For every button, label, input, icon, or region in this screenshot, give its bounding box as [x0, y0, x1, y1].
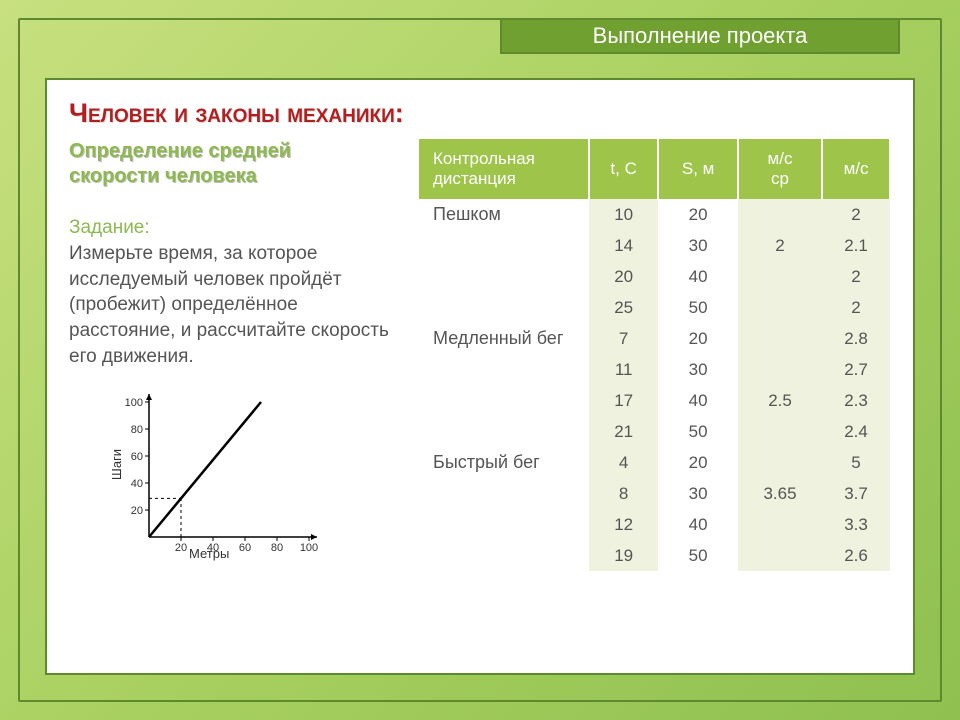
group-label: Медленный бег: [419, 323, 589, 447]
table-header: м/с: [822, 139, 890, 199]
table-row: Медленный бег7202.8: [419, 323, 890, 354]
cell: [738, 447, 822, 478]
line-chart: Шаги Метры 2040608010020406080100: [109, 387, 329, 557]
cell: 14: [589, 230, 658, 261]
cell: 10: [589, 199, 658, 230]
cell: [738, 354, 822, 385]
cell: 2.7: [822, 354, 890, 385]
svg-text:100: 100: [125, 397, 143, 409]
cell: 50: [658, 292, 738, 323]
subtitle-line1: Определение средней: [69, 140, 291, 162]
chart-y-label: Шаги: [109, 449, 124, 480]
svg-text:40: 40: [131, 478, 143, 490]
cell: [738, 416, 822, 447]
cell: 3.65: [738, 478, 822, 509]
chart-svg: 2040608010020406080100: [109, 387, 329, 557]
cell: [738, 509, 822, 540]
cell: [738, 292, 822, 323]
left-column: Определение средней скорости человека За…: [69, 139, 399, 571]
cell: 20: [658, 447, 738, 478]
chart-x-label: Метры: [189, 546, 229, 561]
cell: 2.6: [822, 540, 890, 571]
cell: 2.8: [822, 323, 890, 354]
cell: 25: [589, 292, 658, 323]
group-label: Быстрый бег: [419, 447, 589, 571]
cell: 40: [658, 385, 738, 416]
table-header: м/сср: [738, 139, 822, 199]
cell: 30: [658, 354, 738, 385]
cell: 30: [658, 478, 738, 509]
cell: 17: [589, 385, 658, 416]
cell: 2: [738, 230, 822, 261]
cell: 50: [658, 540, 738, 571]
content-panel: Человек и законы механики: Определение с…: [45, 78, 915, 675]
table-header: Контрольная дистанция: [419, 139, 589, 199]
subtitle-line2: скорости человека: [69, 165, 257, 187]
cell: [738, 540, 822, 571]
cell: 2.4: [822, 416, 890, 447]
cell: [738, 261, 822, 292]
cell: 30: [658, 230, 738, 261]
group-label: Пешком: [419, 199, 589, 323]
cell: 50: [658, 416, 738, 447]
page-title: Человек и законы механики:: [69, 98, 891, 129]
task-body: Измерьте время, за которое исследуемый ч…: [69, 241, 399, 369]
cell: 2.5: [738, 385, 822, 416]
table-row: Быстрый бег4205: [419, 447, 890, 478]
data-table: Контрольная дистанцияt, CS, мм/ссрм/с Пе…: [419, 139, 891, 571]
subtitle: Определение средней скорости человека: [69, 139, 399, 189]
cell: 20: [589, 261, 658, 292]
right-column: Контрольная дистанцияt, CS, мм/ссрм/с Пе…: [419, 139, 891, 571]
cell: 2: [822, 292, 890, 323]
cell: 2: [822, 199, 890, 230]
cell: 7: [589, 323, 658, 354]
cell: 11: [589, 354, 658, 385]
svg-text:80: 80: [131, 424, 143, 436]
table-row: Пешком10202: [419, 199, 890, 230]
cell: 2.3: [822, 385, 890, 416]
cell: 8: [589, 478, 658, 509]
cell: 3.3: [822, 509, 890, 540]
svg-text:100: 100: [300, 542, 318, 554]
header-ribbon: Выполнение проекта: [500, 18, 900, 54]
cell: 20: [658, 199, 738, 230]
cell: 20: [658, 323, 738, 354]
task-label: Задание:: [69, 217, 399, 239]
cell: 40: [658, 261, 738, 292]
cell: [738, 199, 822, 230]
ribbon-text: Выполнение проекта: [593, 23, 808, 49]
cell: [738, 323, 822, 354]
svg-text:60: 60: [131, 451, 143, 463]
cell: 12: [589, 509, 658, 540]
table-header: S, м: [658, 139, 738, 199]
cell: 21: [589, 416, 658, 447]
cell: 40: [658, 509, 738, 540]
cell: 5: [822, 447, 890, 478]
cell: 3.7: [822, 478, 890, 509]
cell: 4: [589, 447, 658, 478]
svg-text:60: 60: [239, 542, 251, 554]
svg-text:20: 20: [175, 542, 187, 554]
cell: 2.1: [822, 230, 890, 261]
table-header: t, C: [589, 139, 658, 199]
svg-text:80: 80: [271, 542, 283, 554]
svg-text:20: 20: [131, 505, 143, 517]
cell: 19: [589, 540, 658, 571]
cell: 2: [822, 261, 890, 292]
